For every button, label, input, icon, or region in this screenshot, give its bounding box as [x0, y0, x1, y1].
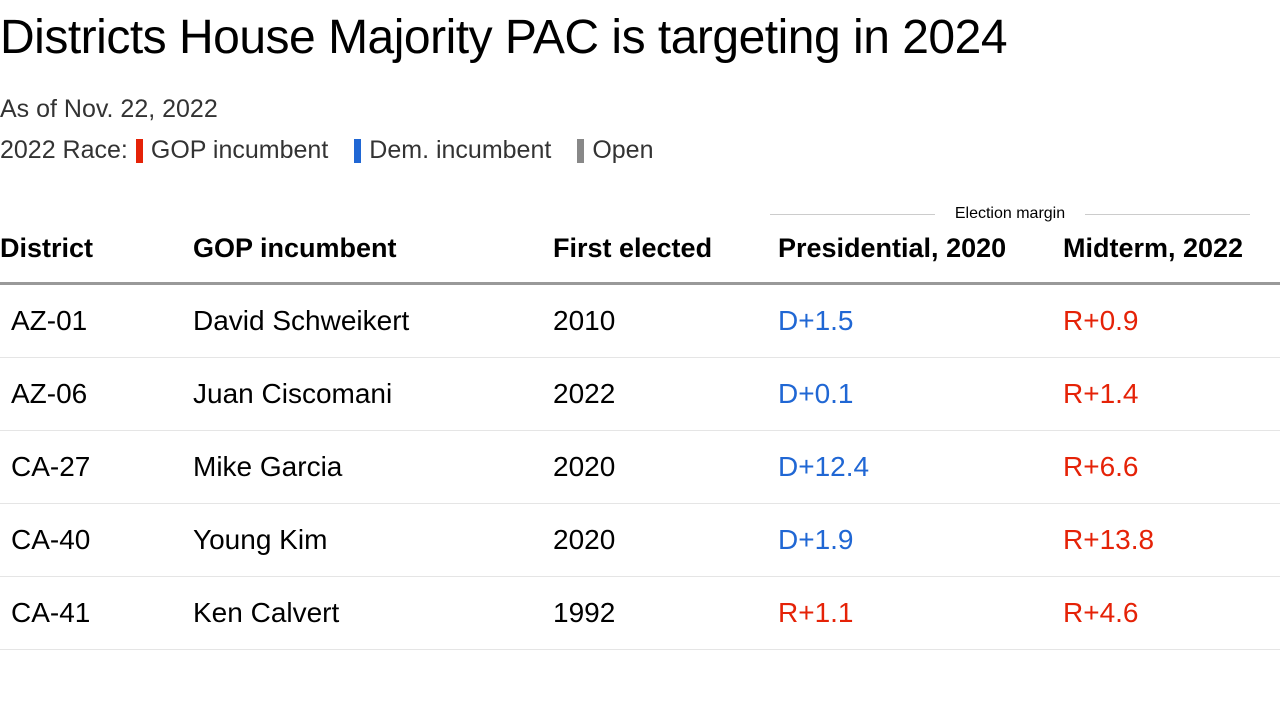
first-elected-year: 2020	[545, 431, 770, 504]
midterm-margin: R+1.4	[1055, 358, 1280, 431]
table-row: CA-41 Ken Calvert1992R+1.1R+4.6	[0, 577, 1280, 650]
legend-swatch-open	[577, 139, 584, 163]
incumbent-name: Juan Ciscomani	[185, 358, 545, 431]
midterm-margin: R+6.6	[1055, 431, 1280, 504]
table-row: AZ-06 Juan Ciscomani2022D+0.1R+1.4	[0, 358, 1280, 431]
page-title: Districts House Majority PAC is targetin…	[0, 10, 1280, 65]
legend-item-open: Open	[577, 136, 653, 165]
col-header-district: District	[0, 223, 185, 284]
col-header-first-elected: First elected	[545, 223, 770, 284]
incumbent-name: Young Kim	[185, 504, 545, 577]
first-elected-year: 2010	[545, 284, 770, 358]
incumbent-name: David Schweikert	[185, 284, 545, 358]
legend-swatch-gop	[136, 139, 143, 163]
presidential-margin: D+1.5	[770, 284, 1055, 358]
table-row: AZ-01 David Schweikert2010D+1.5R+0.9	[0, 284, 1280, 358]
col-header-incumbent: GOP incumbent	[185, 223, 545, 284]
table-row: CA-27 Mike Garcia2020D+12.4R+6.6	[0, 431, 1280, 504]
midterm-margin: R+13.8	[1055, 504, 1280, 577]
district-code: AZ-01	[11, 305, 87, 337]
district-code: CA-27	[11, 451, 90, 483]
district-code: CA-40	[11, 524, 90, 556]
as-of-date: As of Nov. 22, 2022	[0, 95, 1280, 124]
presidential-margin: D+0.1	[770, 358, 1055, 431]
presidential-margin: D+1.9	[770, 504, 1055, 577]
district-code: AZ-06	[11, 378, 87, 410]
presidential-margin: R+1.1	[770, 577, 1055, 650]
districts-table: District GOP incumbent First elected Pre…	[0, 223, 1280, 650]
col-header-presidential: Presidential, 2020	[770, 223, 1055, 284]
first-elected-year: 1992	[545, 577, 770, 650]
election-margin-label: Election margin	[935, 205, 1085, 223]
legend-item-gop: GOP incumbent	[136, 136, 328, 165]
district-code: CA-41	[11, 597, 90, 629]
legend-swatch-dem	[354, 139, 361, 163]
first-elected-year: 2020	[545, 504, 770, 577]
incumbent-name: Mike Garcia	[185, 431, 545, 504]
legend-item-dem: Dem. incumbent	[354, 136, 551, 165]
midterm-margin: R+4.6	[1055, 577, 1280, 650]
col-header-midterm: Midterm, 2022	[1055, 223, 1280, 284]
election-margin-header: Election margin	[770, 205, 1250, 223]
legend: 2022 Race: GOP incumbent Dem. incumbent …	[0, 136, 1280, 165]
legend-prefix: 2022 Race:	[0, 136, 128, 165]
first-elected-year: 2022	[545, 358, 770, 431]
legend-label-open: Open	[592, 136, 653, 165]
incumbent-name: Ken Calvert	[185, 577, 545, 650]
legend-label-dem: Dem. incumbent	[369, 136, 551, 165]
presidential-margin: D+12.4	[770, 431, 1055, 504]
legend-label-gop: GOP incumbent	[151, 136, 328, 165]
table-row: CA-40 Young Kim2020D+1.9R+13.8	[0, 504, 1280, 577]
midterm-margin: R+0.9	[1055, 284, 1280, 358]
